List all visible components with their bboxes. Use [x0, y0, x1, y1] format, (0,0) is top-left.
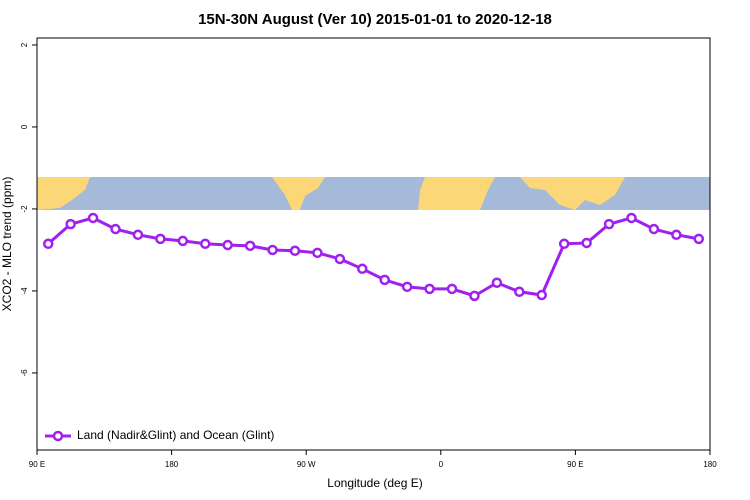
data-point — [42, 238, 54, 250]
legend-label: Land (Nadir&Glint) and Ocean (Glint) — [77, 428, 274, 442]
data-point — [514, 286, 525, 298]
y-tick-label: -2 — [20, 205, 29, 213]
data-point — [446, 283, 458, 295]
data-point — [65, 218, 76, 230]
data-point — [289, 245, 301, 257]
data-point — [424, 283, 435, 295]
x-tick-label: 90 W — [297, 460, 316, 469]
data-point — [648, 223, 660, 235]
y-axis-label: XCO2 - MLO trend (ppm) — [0, 177, 14, 312]
data-point — [401, 281, 413, 293]
data-point — [155, 233, 166, 245]
x-tick-label: 90 E — [567, 460, 583, 469]
series-line — [47, 216, 700, 298]
y-tick-label: -4 — [20, 287, 29, 295]
data-point — [558, 238, 570, 250]
map-land — [272, 177, 325, 210]
data-point — [222, 239, 233, 251]
data-point — [671, 229, 682, 241]
data-point — [469, 290, 480, 302]
data-point — [693, 233, 705, 245]
data-point — [110, 223, 121, 235]
data-point — [334, 253, 346, 265]
y-tick-label: 2 — [20, 42, 29, 47]
data-point — [581, 237, 592, 249]
y-tick-label: -6 — [20, 369, 29, 377]
data-point — [312, 247, 323, 259]
legend-marker — [52, 430, 64, 442]
x-axis-label: Longitude (deg E) — [327, 476, 422, 490]
map-band — [37, 177, 710, 210]
plot-frame — [36, 37, 711, 451]
data-point — [244, 240, 256, 252]
map-land — [520, 177, 625, 210]
data-point — [177, 235, 189, 247]
y-tick-label: 0 — [20, 124, 29, 129]
data-point — [379, 274, 390, 286]
x-tick-label: 180 — [165, 460, 179, 469]
map-land — [37, 177, 90, 210]
data-point — [603, 218, 615, 230]
data-point — [626, 212, 637, 224]
data-point — [491, 277, 503, 288]
x-tick-label: 90 E — [29, 460, 45, 469]
data-point — [87, 212, 99, 224]
data-point — [200, 238, 211, 250]
data-point — [536, 289, 547, 301]
map-land — [418, 177, 495, 210]
data-point — [357, 263, 368, 275]
x-tick-label: 0 — [439, 460, 444, 469]
chart-title: 15N-30N August (Ver 10) 2015-01-01 to 20… — [198, 11, 552, 28]
x-tick-label: 180 — [703, 460, 717, 469]
data-point — [267, 244, 278, 256]
data-point — [132, 229, 144, 241]
